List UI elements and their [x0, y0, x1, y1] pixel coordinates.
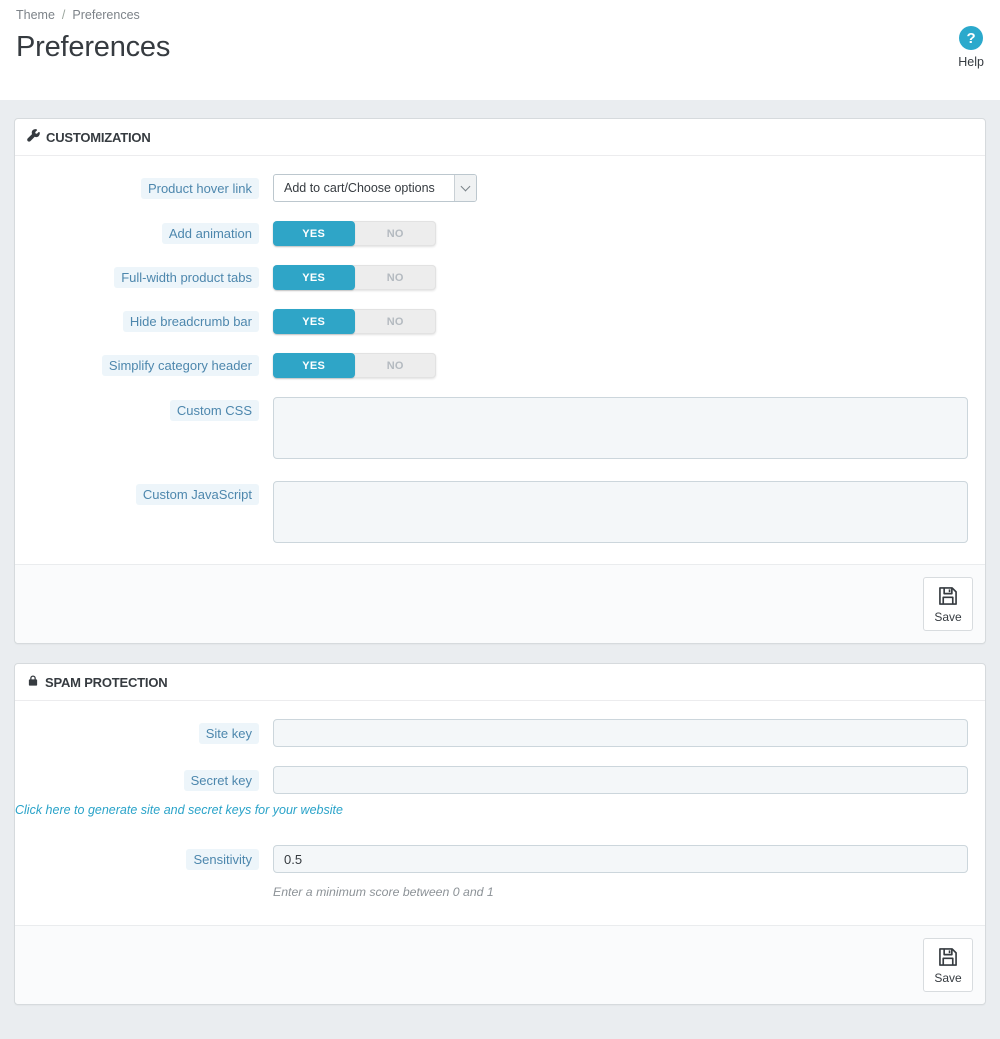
customization-panel-heading: CUSTOMIZATION: [15, 119, 985, 156]
site-key-row: Site key: [15, 719, 985, 747]
sensitivity-help-row: Enter a minimum score between 0 and 1: [273, 879, 968, 899]
switch-yes-option[interactable]: YES: [273, 221, 355, 246]
spam-protection-panel-footer: Save: [15, 925, 985, 1004]
chevron-down-icon: [454, 175, 476, 201]
field-label-cell: Simplify category header: [15, 355, 259, 376]
page-header: Theme / Preferences Preferences ? Help: [0, 0, 1000, 100]
full-width-product-tabs-row: Full-width product tabs YES NO: [15, 265, 985, 290]
switch-no-option[interactable]: NO: [386, 315, 404, 328]
field-label-cell: Hide breadcrumb bar: [15, 311, 259, 332]
switch-yes-option[interactable]: YES: [273, 265, 355, 290]
save-button-label: Save: [934, 971, 962, 985]
product-hover-link-row: Product hover link Add to cart/Choose op…: [15, 174, 985, 202]
sensitivity-row: Sensitivity: [15, 845, 985, 873]
add-animation-row: Add animation YES NO: [15, 221, 985, 246]
spam-protection-panel-heading: SPAM PROTECTION: [15, 664, 985, 701]
spam-protection-panel-title: SPAM PROTECTION: [45, 674, 168, 690]
custom-javascript-textarea[interactable]: [273, 481, 968, 543]
field-label-cell: Full-width product tabs: [15, 267, 259, 288]
site-key-input[interactable]: [273, 719, 968, 747]
field-control-cell: [273, 845, 968, 873]
hide-breadcrumb-bar-label: Hide breadcrumb bar: [122, 311, 259, 332]
select-selected-value: Add to cart/Choose options: [284, 181, 435, 195]
breadcrumb-separator: /: [61, 8, 66, 22]
field-control-cell: [273, 481, 968, 546]
simplify-category-header-label: Simplify category header: [101, 355, 259, 376]
save-icon: [937, 585, 959, 607]
field-control-cell: YES NO: [273, 265, 968, 290]
custom-javascript-row: Custom JavaScript: [15, 481, 985, 546]
simplify-category-header-row: Simplify category header YES NO: [15, 353, 985, 378]
spam-protection-panel-body: Site key Secret key Click here to gen: [15, 701, 985, 925]
wrench-icon: [27, 129, 40, 145]
save-icon: [937, 946, 959, 968]
field-control-cell: [273, 397, 968, 462]
secret-key-label: Secret key: [183, 769, 259, 791]
simplify-category-header-switch: YES NO: [273, 353, 436, 378]
field-control-cell: [273, 766, 968, 794]
switch-no-option[interactable]: NO: [386, 271, 404, 284]
breadcrumb-preferences: Preferences: [72, 8, 140, 22]
field-control-cell: YES NO: [273, 309, 968, 334]
main-content: CUSTOMIZATION Product hover link Add to …: [0, 100, 1000, 1039]
product-hover-link-label: Product hover link: [140, 177, 259, 199]
field-control-cell: YES NO: [273, 221, 968, 246]
sensitivity-label: Sensitivity: [186, 848, 259, 870]
help-icon: ?: [959, 26, 984, 50]
field-label-cell: Add animation: [15, 223, 259, 244]
field-control-cell: Add to cart/Choose options: [273, 174, 968, 202]
switch-no-option[interactable]: NO: [386, 359, 404, 372]
field-label-cell: Product hover link: [15, 177, 259, 199]
save-button-label: Save: [934, 610, 962, 624]
custom-javascript-label: Custom JavaScript: [135, 484, 259, 505]
sensitivity-input[interactable]: [273, 845, 968, 873]
custom-css-row: Custom CSS: [15, 397, 985, 462]
field-label-cell: Sensitivity: [15, 848, 259, 870]
full-width-product-tabs-label: Full-width product tabs: [114, 267, 259, 288]
save-button[interactable]: Save: [923, 577, 973, 631]
page-title: Preferences: [16, 31, 171, 63]
help-label: Help: [958, 55, 984, 69]
hide-breadcrumb-bar-switch: YES NO: [273, 309, 436, 334]
full-width-product-tabs-switch: YES NO: [273, 265, 436, 290]
help-button[interactable]: ? Help: [958, 26, 984, 69]
switch-yes-option[interactable]: YES: [273, 309, 355, 334]
field-label-cell: Custom JavaScript: [15, 481, 259, 505]
sensitivity-help-text: Enter a minimum score between 0 and 1: [273, 885, 494, 899]
generate-keys-link-row: Click here to generate site and secret k…: [15, 802, 985, 817]
add-animation-switch: YES NO: [273, 221, 436, 246]
field-label-cell: Site key: [15, 722, 259, 744]
spam-protection-panel: SPAM PROTECTION Site key Secret key: [14, 663, 986, 1005]
product-hover-link-select[interactable]: Add to cart/Choose options: [273, 174, 477, 202]
add-animation-label: Add animation: [161, 223, 259, 244]
customization-panel: CUSTOMIZATION Product hover link Add to …: [14, 118, 986, 644]
breadcrumb-theme[interactable]: Theme: [16, 8, 55, 22]
field-control-cell: [273, 719, 968, 747]
field-label-cell: Secret key: [15, 769, 259, 791]
secret-key-input[interactable]: [273, 766, 968, 794]
secret-key-row: Secret key: [15, 766, 985, 794]
generate-keys-link[interactable]: Click here to generate site and secret k…: [15, 803, 343, 817]
custom-css-label: Custom CSS: [169, 400, 259, 421]
switch-no-option[interactable]: NO: [386, 227, 404, 240]
save-button[interactable]: Save: [923, 938, 973, 992]
lock-icon: [27, 674, 39, 690]
custom-css-textarea[interactable]: [273, 397, 968, 459]
breadcrumb: Theme / Preferences: [16, 8, 984, 22]
field-label-cell: Custom CSS: [15, 397, 259, 421]
switch-yes-option[interactable]: YES: [273, 353, 355, 378]
customization-panel-body: Product hover link Add to cart/Choose op…: [15, 156, 985, 564]
site-key-label: Site key: [198, 722, 259, 744]
customization-panel-footer: Save: [15, 564, 985, 643]
customization-panel-title: CUSTOMIZATION: [46, 129, 151, 145]
field-control-cell: YES NO: [273, 353, 968, 378]
hide-breadcrumb-bar-row: Hide breadcrumb bar YES NO: [15, 309, 985, 334]
